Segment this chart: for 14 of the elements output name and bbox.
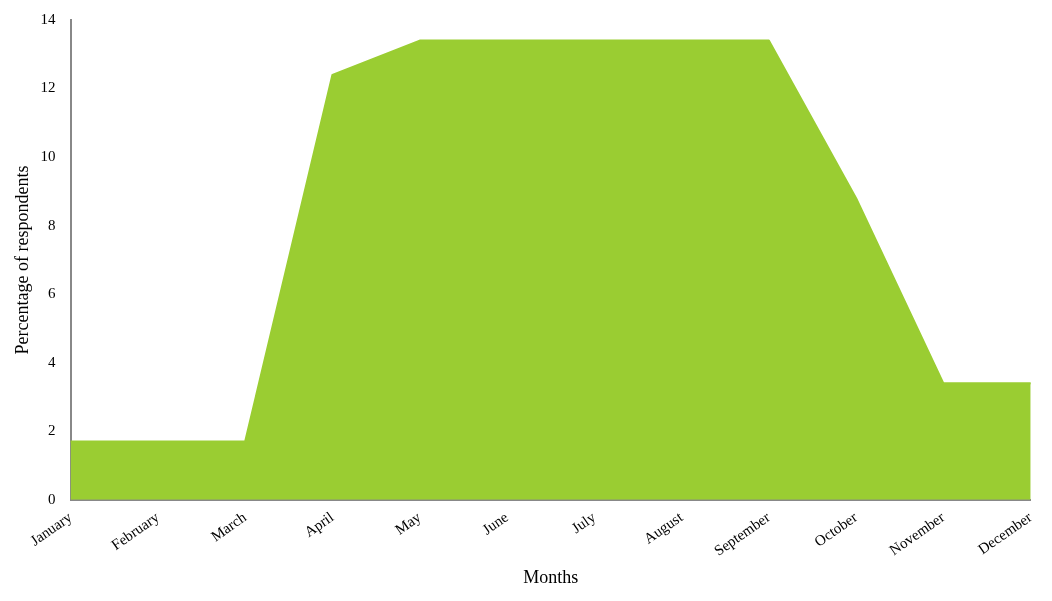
- y-tick-label: 2: [48, 422, 56, 439]
- x-tick-label: July: [568, 508, 599, 537]
- y-tick-label: 12: [40, 79, 56, 96]
- x-tick-label: April: [301, 508, 337, 541]
- y-tick-label: 0: [48, 490, 56, 507]
- y-tick-label: 8: [48, 216, 56, 233]
- y-axis-title: Percentage of respondents: [11, 165, 32, 355]
- x-tick-label: May: [392, 508, 425, 538]
- y-tick-label: 4: [48, 353, 57, 370]
- x-tick-label: June: [479, 508, 512, 538]
- y-tick-label: 10: [40, 148, 56, 165]
- y-tick-label: 14: [40, 10, 57, 27]
- x-axis-title: Months: [523, 566, 579, 587]
- y-tick-label: 6: [48, 285, 57, 302]
